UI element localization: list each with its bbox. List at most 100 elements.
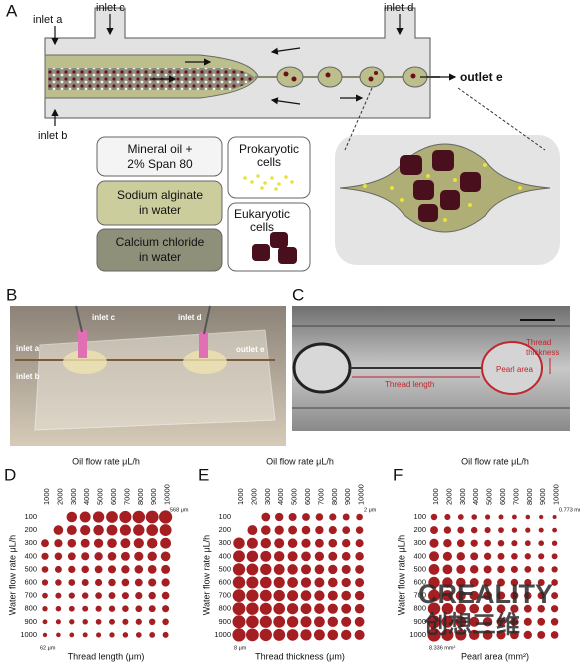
bubble [94,565,103,574]
bubble [328,551,338,561]
bubble-chart: E Oil flow rate μL/h Thread thickness (μm)… [198,456,377,661]
bubble [95,605,102,612]
bubble [511,552,518,560]
bubble [95,592,102,599]
bubble [247,525,258,536]
bubble [484,527,491,534]
legend-box-prokaryotic [227,136,311,199]
bubble [233,537,245,549]
bubble [287,538,298,548]
bubble [42,619,48,625]
prokaryotic-cells [243,174,294,191]
bubble [469,629,480,641]
bubble [428,576,440,589]
x-tick-label: 5000 [485,488,494,505]
bubble [145,510,159,524]
bubble-chart: D Oil flow rate μL/h Thread length (μm) Wat… [4,456,189,661]
bubble [510,578,519,587]
bubble [160,551,171,562]
y-tick-label: 900 [218,617,231,626]
bubble [457,514,464,520]
y-tick-label: 1000 [20,630,37,639]
x-tick-label: 1000 [236,488,245,505]
bubble [92,511,105,523]
bubble [80,538,90,548]
bubble [93,524,104,536]
bubble [430,513,438,521]
annotation: thickness [526,348,559,357]
panel-c: C Thread length Pearl area Thread thickn… [292,285,570,431]
bubble [537,617,546,626]
y-tick-label: 600 [413,577,426,586]
bubble [119,524,131,536]
zoom-prokaryotes [363,163,522,222]
pearl-cells [283,71,416,82]
y-tick-label: 800 [24,604,37,613]
legend-text: in water [139,250,181,264]
bubble [483,552,492,560]
bubble [538,527,544,533]
inlet-label: inlet d [178,313,202,322]
bubble [552,514,557,520]
bubble [134,551,144,561]
bubble [524,553,531,560]
bubble [147,565,157,574]
y-tick-label: 800 [413,604,426,613]
bubble [314,577,325,588]
legend-box-calcium [96,228,223,272]
bubble [341,551,351,561]
size-reference-min: 8 μm [234,645,247,651]
bubble [301,538,311,548]
legend-box-oil [96,136,223,177]
bubble [162,605,170,613]
bubble [302,513,310,521]
bubble [551,592,559,600]
bubble [300,590,312,601]
bubble [523,604,532,613]
annotation: Thread length [385,380,434,389]
panel-label: B [6,285,17,304]
bubble [456,539,465,548]
bubble [56,632,61,638]
bubble [55,605,62,612]
bubble [469,603,480,614]
bubble [106,524,118,536]
bubble [511,527,518,533]
zoom-guide [457,87,546,151]
bubble [135,618,142,625]
bubble [483,565,492,574]
x-tick-label: 7000 [122,488,131,505]
bubble [273,628,286,641]
bubble [107,565,117,574]
y-tick-label: 100 [24,512,37,521]
bubble [341,564,351,574]
legend-box-alginate [96,180,223,226]
bubble [148,578,157,587]
inlet-label: inlet a [33,14,63,26]
bubble [287,590,299,602]
bubble [428,589,440,602]
bubble [232,615,246,629]
x-tick-label: 8000 [136,488,145,505]
bubble [355,526,364,534]
bubble [135,605,143,613]
bubble [162,631,169,638]
bubble [314,590,325,601]
bubble [107,551,117,561]
bubble [133,524,145,536]
bubble [232,602,246,616]
y-tick-label: 300 [218,538,231,547]
bubble [162,618,169,626]
bubble [314,538,324,548]
bubble [483,591,492,600]
bubble [122,632,129,638]
inlet-label: inlet c [92,313,116,322]
bubble [469,565,479,574]
bubble [261,525,271,535]
bubble [273,551,285,562]
bubble [510,617,519,627]
bubble [429,538,439,548]
bubble [354,616,365,627]
y-tick-label: 300 [413,538,426,547]
bubble [232,563,246,576]
